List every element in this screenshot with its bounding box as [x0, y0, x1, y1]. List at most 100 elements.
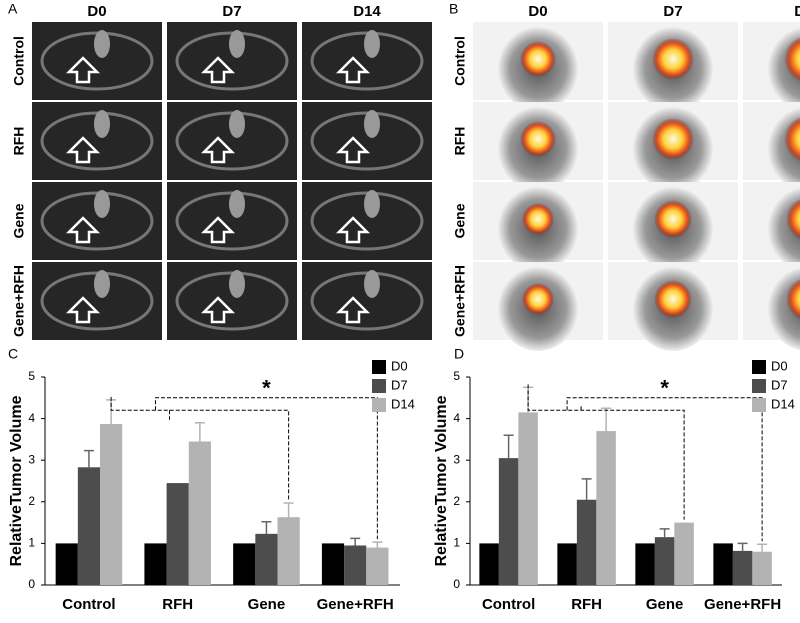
bar [321, 543, 345, 585]
tissue [94, 30, 110, 58]
column-label: D14 [794, 3, 800, 20]
column-label: D14 [353, 3, 381, 20]
error-bar [372, 541, 383, 548]
error-bar [350, 537, 361, 546]
legend-label: D14 [391, 396, 415, 411]
tissue [229, 30, 245, 58]
y-tick-label: 4 [453, 411, 460, 425]
bar [635, 543, 655, 585]
panel-label: B [449, 1, 458, 17]
x-tick-label: Control [482, 596, 535, 613]
signal [520, 121, 556, 157]
bar [255, 533, 278, 585]
y-tick-label: 5 [28, 369, 35, 383]
tissue [364, 110, 380, 138]
error-bar [757, 543, 768, 552]
column-label: D7 [222, 3, 241, 20]
y-tick-label: 4 [28, 411, 35, 425]
y-tick-label: 2 [453, 494, 460, 508]
x-tick-label: RFH [162, 596, 193, 613]
row-label: Control [11, 36, 27, 86]
tissue [310, 191, 424, 251]
bar [344, 545, 367, 585]
legend-swatch [752, 379, 766, 393]
tissue [40, 111, 154, 171]
bracket [110, 396, 290, 501]
y-tick-label: 0 [453, 577, 460, 591]
row-label: Control [452, 36, 468, 86]
arrow [335, 296, 371, 324]
arrow [65, 56, 101, 84]
bar [100, 424, 123, 585]
x-tick-label: Gene [248, 596, 286, 613]
bar [674, 522, 694, 585]
bar [596, 431, 616, 585]
tissue [364, 190, 380, 218]
legend-label: D7 [771, 377, 788, 392]
bar [654, 537, 675, 585]
error-bar [503, 434, 514, 459]
tissue [94, 190, 110, 218]
error-bar [283, 502, 294, 518]
panel-label: D [454, 346, 464, 362]
x-tick-label: Gene+RFH [704, 596, 781, 613]
row-label: RFH [452, 127, 468, 156]
row-label: Gene [11, 203, 27, 238]
significance: * [660, 376, 669, 401]
tissue [175, 271, 289, 331]
legend-swatch [372, 360, 386, 374]
bar [576, 499, 597, 585]
bar [166, 483, 189, 585]
bracket [154, 397, 378, 540]
bar [518, 412, 538, 585]
panel-label: A [8, 1, 18, 17]
signal [654, 200, 692, 238]
bar [479, 543, 499, 585]
tissue [175, 191, 289, 251]
tissue [229, 270, 245, 298]
y-axis-label: RelativeTumor Volume [433, 395, 450, 566]
tissue [40, 31, 154, 91]
error-bar [194, 422, 205, 442]
tissue [310, 31, 424, 91]
x-tick-label: RFH [571, 596, 602, 613]
bar [188, 441, 211, 585]
legend-swatch [372, 379, 386, 393]
y-tick-label: 3 [453, 452, 460, 466]
signal [522, 203, 554, 235]
arrow [335, 136, 371, 164]
signal [652, 118, 694, 160]
tissue [364, 270, 380, 298]
error-bar [581, 478, 592, 500]
tissue [40, 191, 154, 251]
legend-swatch [752, 398, 766, 412]
significance: * [262, 376, 271, 401]
signal [784, 116, 800, 162]
bar [55, 543, 78, 585]
tissue [229, 190, 245, 218]
tissue [364, 30, 380, 58]
row-label: Gene [452, 203, 468, 238]
arrow [200, 56, 236, 84]
column-label: D7 [663, 3, 682, 20]
signal [654, 280, 692, 318]
column-label: D0 [87, 3, 106, 20]
error-bar [659, 528, 670, 538]
tissue [40, 271, 154, 331]
tissue [310, 111, 424, 171]
arrow [200, 136, 236, 164]
arrow [65, 136, 101, 164]
tissue [94, 110, 110, 138]
arrow [335, 56, 371, 84]
bar [77, 467, 101, 585]
bar [498, 458, 519, 585]
error-bar [601, 407, 612, 432]
x-tick-label: Gene+RFH [317, 596, 394, 613]
bar [557, 543, 577, 585]
bar [144, 543, 167, 585]
legend-label: D0 [771, 358, 788, 373]
signal [522, 283, 554, 315]
arrow [335, 216, 371, 244]
bracket [566, 397, 763, 542]
